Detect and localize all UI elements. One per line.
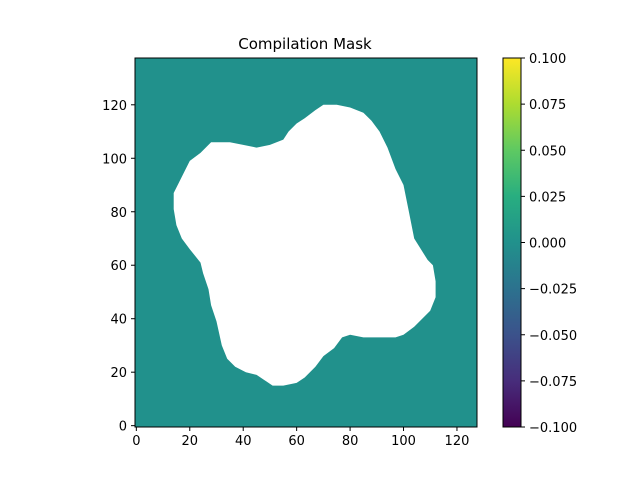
y-tick-label: 0 bbox=[119, 420, 127, 435]
colorbar-tick-label: −0.075 bbox=[529, 375, 577, 390]
colorbar-tick-label: −0.100 bbox=[529, 421, 577, 436]
y-tick-label: 40 bbox=[110, 313, 127, 328]
colorbar-ticks: −0.100 −0.075 −0.050 −0.025 0.000 0.025 0.050 0… bbox=[521, 52, 577, 436]
y-tick-label: 20 bbox=[110, 366, 127, 381]
colorbar-tick-label: 0.000 bbox=[529, 237, 566, 252]
plot-frame bbox=[134, 57, 478, 428]
x-axis: 0 20 40 60 80 100 120 bbox=[132, 427, 469, 449]
x-tick-label: 0 bbox=[132, 434, 140, 449]
y-tick-label: 120 bbox=[102, 99, 127, 114]
plot-area bbox=[134, 57, 478, 428]
x-tick-label: 20 bbox=[182, 434, 199, 449]
colorbar-gradient bbox=[502, 57, 522, 428]
colorbar-tick-label: 0.100 bbox=[529, 52, 566, 67]
y-axis: 0 20 40 60 80 100 120 bbox=[102, 99, 135, 435]
y-tick-label: 80 bbox=[110, 206, 127, 221]
colorbar-tick-label: 0.050 bbox=[529, 144, 566, 159]
colorbar-tick-label: −0.050 bbox=[529, 329, 577, 344]
x-tick-label: 120 bbox=[445, 434, 470, 449]
y-tick-label: 100 bbox=[102, 152, 127, 167]
chart-title: Compilation Mask bbox=[238, 35, 372, 53]
x-tick-label: 100 bbox=[391, 434, 416, 449]
colorbar-tick-label: −0.025 bbox=[529, 283, 577, 298]
y-tick-label: 60 bbox=[110, 259, 127, 274]
masked-region bbox=[173, 104, 436, 386]
colorbar-tick-label: 0.075 bbox=[529, 98, 566, 113]
x-tick-label: 40 bbox=[235, 434, 252, 449]
colorbar-tick-label: 0.025 bbox=[529, 190, 566, 205]
x-tick-label: 80 bbox=[342, 434, 359, 449]
colorbar: −0.100 −0.075 −0.050 −0.025 0.000 0.025 0.050 0… bbox=[502, 52, 577, 436]
x-tick-label: 60 bbox=[288, 434, 305, 449]
